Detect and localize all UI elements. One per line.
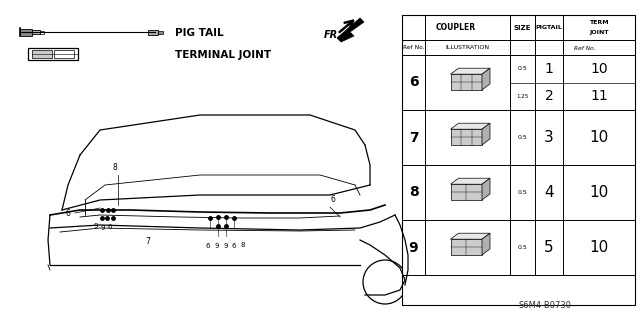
Text: 1.25: 1.25 — [516, 94, 529, 99]
Polygon shape — [451, 178, 490, 184]
Text: PIG TAIL: PIG TAIL — [175, 28, 223, 38]
Text: ILLUSTRATION: ILLUSTRATION — [445, 45, 490, 50]
Text: 9: 9 — [215, 243, 220, 249]
Text: Ref No.: Ref No. — [403, 45, 424, 50]
Text: 7: 7 — [145, 237, 150, 246]
Text: 6: 6 — [409, 76, 419, 90]
Bar — [451, 129, 482, 145]
Bar — [40, 31, 44, 33]
Text: 8: 8 — [408, 186, 419, 199]
Bar — [451, 239, 482, 255]
Polygon shape — [482, 68, 490, 90]
Polygon shape — [482, 123, 490, 145]
Text: 11: 11 — [590, 89, 608, 103]
Polygon shape — [482, 178, 490, 200]
Polygon shape — [451, 123, 490, 129]
Bar — [148, 29, 158, 34]
Text: 5: 5 — [544, 240, 554, 255]
Text: 10: 10 — [589, 240, 609, 255]
Text: 6: 6 — [205, 243, 211, 249]
Text: 10: 10 — [589, 185, 609, 200]
Text: 0.5: 0.5 — [518, 245, 527, 250]
Text: 9: 9 — [100, 225, 105, 231]
Text: 10: 10 — [589, 130, 609, 145]
Text: Ref No.: Ref No. — [574, 46, 596, 51]
Text: SIZE: SIZE — [514, 25, 531, 31]
Text: 4: 4 — [544, 185, 554, 200]
Circle shape — [363, 260, 407, 304]
Polygon shape — [451, 68, 490, 74]
Bar — [20, 28, 32, 35]
Text: 9: 9 — [409, 241, 419, 255]
Text: 6: 6 — [232, 243, 236, 249]
Text: JOINT: JOINT — [589, 30, 609, 35]
Text: 9: 9 — [93, 223, 99, 229]
Polygon shape — [451, 233, 490, 239]
Text: COUPLER: COUPLER — [436, 23, 476, 32]
Bar — [451, 74, 482, 90]
Bar — [28, 48, 78, 60]
Text: TERMINAL JOINT: TERMINAL JOINT — [175, 50, 271, 60]
Text: 0.5: 0.5 — [518, 66, 527, 71]
Bar — [32, 30, 40, 34]
Text: 1: 1 — [545, 62, 554, 76]
Text: 8: 8 — [113, 163, 117, 172]
Polygon shape — [482, 233, 490, 255]
Text: 10: 10 — [590, 62, 608, 76]
Text: S6M4-B0730: S6M4-B0730 — [518, 301, 572, 310]
Text: 0.5: 0.5 — [518, 135, 527, 140]
Polygon shape — [337, 18, 364, 42]
Text: 6: 6 — [331, 195, 335, 204]
Text: 7: 7 — [409, 130, 419, 145]
Text: PIGTAIL: PIGTAIL — [536, 25, 563, 30]
Text: TERM: TERM — [589, 20, 609, 25]
Text: 6: 6 — [108, 224, 112, 230]
Text: 9: 9 — [224, 243, 228, 249]
Text: FR.: FR. — [324, 30, 342, 40]
Bar — [451, 184, 482, 200]
Bar — [32, 50, 52, 58]
Text: 3: 3 — [544, 130, 554, 145]
Bar — [158, 31, 163, 33]
Text: 8: 8 — [241, 242, 245, 248]
Text: 2: 2 — [545, 89, 554, 103]
Text: 0.5: 0.5 — [518, 190, 527, 195]
Bar — [54, 50, 74, 58]
Text: 6: 6 — [65, 209, 70, 218]
Bar — [402, 15, 635, 305]
